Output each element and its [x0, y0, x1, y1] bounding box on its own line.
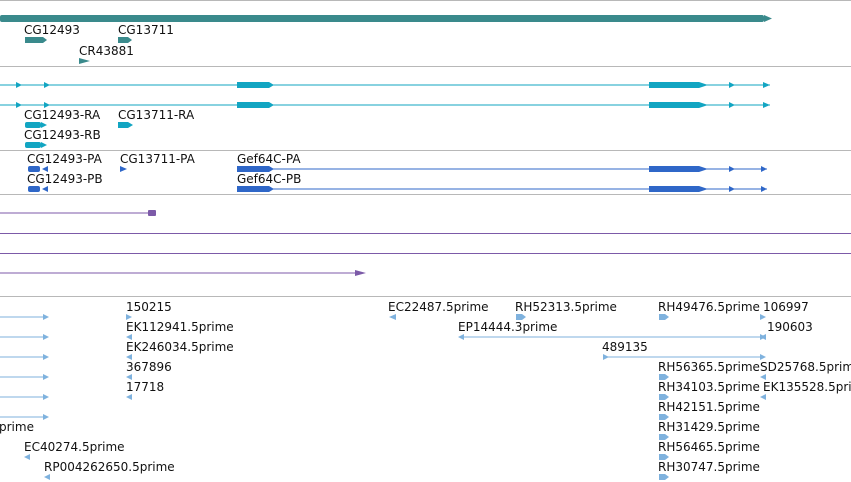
- transcript-label-cg13711-ra: CG13711-RA: [118, 108, 195, 122]
- est-label-ec40274: EC40274.5prime: [24, 440, 125, 454]
- est-106997[interactable]: [760, 314, 766, 320]
- cds-cg12493-pa[interactable]: [28, 166, 48, 172]
- est-label-ek112941: EK112941.5prime: [126, 320, 234, 334]
- cds-gef64c-pa[interactable]: [237, 166, 767, 172]
- est-label-sd25768: SD25768.5prime: [760, 360, 851, 374]
- transcript-cg12493-ra[interactable]: [25, 122, 47, 128]
- transcript-label-cg12493-rb: CG12493-RB: [24, 128, 101, 142]
- est-track: 150215 EK112941.5prime EK246034.5prime 3…: [0, 300, 851, 480]
- est-label-rh42151: RH42151.5prime: [658, 400, 760, 414]
- est-label-rp004262650: RP004262650.5prime: [44, 460, 175, 474]
- est-label-rh34103: RH34103.5prime: [658, 380, 760, 394]
- transcript-gef64c-ra[interactable]: [0, 82, 770, 88]
- cds-label-gef64c-pa: Gef64C-PA: [237, 152, 301, 166]
- feature-track-purple: [0, 210, 851, 297]
- est-label-rh56465: RH56465.5prime: [658, 440, 760, 454]
- feature-purple-1[interactable]: [0, 210, 156, 216]
- transcript-label-cg12493-ra: CG12493-RA: [24, 108, 101, 122]
- cds-label-gef64c-pb: Gef64C-PB: [237, 172, 301, 186]
- est-489135[interactable]: [603, 354, 766, 360]
- transcript-cg13711-ra[interactable]: [118, 122, 133, 128]
- est-190603[interactable]: [760, 334, 766, 340]
- est-label-rh31429: RH31429.5prime: [658, 420, 760, 434]
- est-rh30747[interactable]: [659, 474, 669, 480]
- est-label-190603: 190603: [767, 320, 813, 334]
- est-label-ek246034: EK246034.5prime: [126, 340, 234, 354]
- cds-label-cg12493-pb: CG12493-PB: [27, 172, 103, 186]
- transcript-gef64c-rb[interactable]: [0, 102, 770, 108]
- est-367896[interactable]: [126, 374, 132, 380]
- gene-label-cg12493: CG12493: [24, 23, 80, 37]
- est-rh42151[interactable]: [659, 414, 669, 420]
- est-rh31429[interactable]: [659, 434, 669, 440]
- est-rp004262650[interactable]: [44, 474, 50, 480]
- gene-label-cg13711: CG13711: [118, 23, 174, 37]
- est-label-ec22487: EC22487.5prime: [388, 300, 489, 314]
- est-label-rh52313: RH52313.5prime: [515, 300, 617, 314]
- gene-feature-cg13711[interactable]: [118, 37, 132, 43]
- est-rh56465[interactable]: [659, 454, 669, 460]
- est-ec22487[interactable]: [389, 314, 396, 320]
- gene-feature-cr43881[interactable]: [79, 58, 90, 64]
- est-label-rh49476: RH49476.5prime: [658, 300, 760, 314]
- est-label-rh56365: RH56365.5prime: [658, 360, 760, 374]
- cds-track: CG12493-PA CG13711-PA Gef64C-PA CG12493-…: [0, 152, 851, 195]
- est-sd25768[interactable]: [760, 374, 766, 380]
- est-label-prime-clipped: prime: [0, 420, 34, 434]
- est-label-367896: 367896: [126, 360, 172, 374]
- est-ek135528[interactable]: [760, 394, 766, 400]
- transcript-track: CG12493-RA CG13711-RA CG12493-RB: [0, 82, 851, 151]
- est-label-489135: 489135: [602, 340, 648, 354]
- est-ek112941[interactable]: [126, 334, 132, 340]
- gene-track: CG12493 CG13711 CR43881: [0, 0, 851, 67]
- cds-cg13711-pa[interactable]: [120, 166, 127, 172]
- est-17718[interactable]: [126, 394, 132, 400]
- gene-feature-gef64c[interactable]: [0, 15, 772, 22]
- est-label-106997: 106997: [763, 300, 809, 314]
- transcript-cg12493-rb[interactable]: [25, 142, 47, 148]
- est-ek246034[interactable]: [126, 354, 132, 360]
- cds-gef64c-pb[interactable]: [237, 186, 767, 192]
- est-rh34103[interactable]: [659, 394, 669, 400]
- feature-purple-4[interactable]: [0, 270, 366, 276]
- est-left-lines[interactable]: [0, 314, 49, 420]
- est-label-rh30747: RH30747.5prime: [658, 460, 760, 474]
- est-label-150215: 150215: [126, 300, 172, 314]
- est-rh56365[interactable]: [659, 374, 669, 380]
- gene-feature-cg12493[interactable]: [25, 37, 47, 43]
- cds-cg12493-pb[interactable]: [28, 186, 48, 192]
- est-ec40274[interactable]: [24, 454, 30, 460]
- est-150215[interactable]: [126, 314, 132, 320]
- cds-label-cg12493-pa: CG12493-PA: [27, 152, 103, 166]
- gene-label-cr43881: CR43881: [79, 44, 134, 58]
- est-label-ep14444: EP14444.3prime: [458, 320, 557, 334]
- est-rh49476[interactable]: [659, 314, 669, 320]
- cds-label-cg13711-pa: CG13711-PA: [120, 152, 196, 166]
- est-rh52313[interactable]: [516, 314, 526, 320]
- est-label-ek135528: EK135528.5prime: [763, 380, 851, 394]
- est-label-17718: 17718: [126, 380, 164, 394]
